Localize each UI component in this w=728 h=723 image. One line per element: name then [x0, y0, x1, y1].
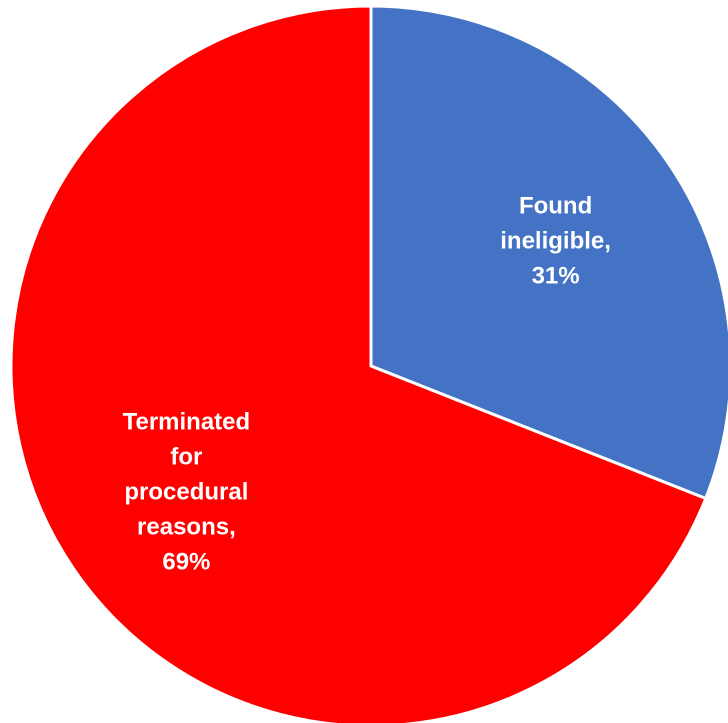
pie-slice-label-line: for — [170, 443, 202, 470]
pie-slice-label-line: 69% — [162, 548, 210, 575]
pie-slice-label-line: Found — [519, 193, 592, 220]
pie-slice-label-line: Terminated — [123, 408, 251, 435]
pie-slice-label-line: ineligible, — [500, 228, 611, 255]
pie-slice-label-line: procedural — [124, 478, 248, 505]
pie-slice-label-1: Found ineligible, 31% — [500, 193, 611, 290]
pie-slice-label-line: reasons, — [137, 513, 236, 540]
pie-slice-label-line: 31% — [532, 263, 580, 290]
pie-slices — [9, 4, 728, 723]
pie-labels: Found ineligible, 31% Terminated for procedur… — [123, 193, 611, 576]
pie-slice-2 — [9, 4, 708, 723]
pie-slice-label-2: Terminated for procedural reasons, 69% — [123, 408, 251, 575]
pie-slice-1 — [369, 4, 728, 501]
